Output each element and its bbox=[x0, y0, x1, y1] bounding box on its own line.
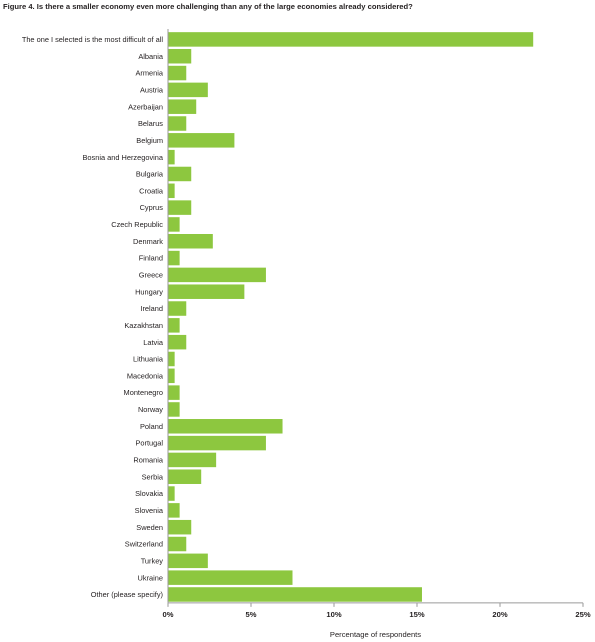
bar bbox=[168, 587, 422, 602]
x-tick-label: 5% bbox=[246, 610, 257, 619]
bar bbox=[168, 402, 180, 417]
bar bbox=[168, 334, 187, 350]
category-label: Portugal bbox=[135, 439, 163, 448]
bar bbox=[168, 435, 266, 451]
bar bbox=[168, 469, 202, 484]
category-label: Denmark bbox=[133, 237, 163, 246]
bar bbox=[168, 149, 175, 165]
category-label: Ireland bbox=[140, 304, 163, 313]
bar bbox=[168, 267, 266, 283]
bar bbox=[168, 519, 192, 535]
x-tick-label: 15% bbox=[409, 610, 424, 619]
category-label: Belarus bbox=[138, 119, 163, 128]
category-label: Bulgaria bbox=[136, 170, 164, 179]
bar bbox=[168, 250, 180, 266]
category-label: Slovakia bbox=[135, 489, 164, 498]
bar bbox=[168, 536, 187, 552]
category-label: Bosnia and Herzegovina bbox=[82, 153, 163, 162]
category-label: Czech Republic bbox=[111, 220, 163, 229]
bar bbox=[168, 32, 534, 47]
category-label: Cyprus bbox=[140, 203, 164, 212]
bar bbox=[168, 452, 217, 468]
category-label: Latvia bbox=[143, 338, 164, 347]
bar bbox=[168, 183, 175, 199]
bar bbox=[168, 570, 293, 585]
category-label: Slovenia bbox=[135, 506, 164, 515]
bar bbox=[168, 166, 192, 182]
bar bbox=[168, 234, 213, 249]
x-tick-label: 0% bbox=[163, 610, 174, 619]
bar bbox=[168, 301, 187, 316]
category-label: Greece bbox=[139, 270, 163, 279]
category-label: Sweden bbox=[136, 523, 163, 532]
category-label: Macedonia bbox=[127, 371, 164, 380]
category-label: Albania bbox=[138, 52, 164, 61]
x-tick-label: 20% bbox=[492, 610, 507, 619]
category-label: Finland bbox=[139, 254, 163, 263]
bar bbox=[168, 65, 187, 81]
category-label: Armenia bbox=[135, 69, 163, 78]
category-label: Switzerland bbox=[125, 540, 163, 549]
category-label: Croatia bbox=[139, 186, 164, 195]
category-label: Montenegro bbox=[124, 388, 163, 397]
bar bbox=[168, 99, 197, 114]
bar bbox=[168, 385, 180, 400]
category-label: Romania bbox=[133, 456, 163, 465]
bar bbox=[168, 217, 180, 232]
bar bbox=[168, 116, 187, 131]
x-axis-ticks: 0% 5% 10% 15% 20% 25% bbox=[163, 602, 591, 619]
bar bbox=[168, 368, 175, 384]
category-label: Austria bbox=[140, 85, 164, 94]
category-label: Hungary bbox=[135, 287, 163, 296]
bar bbox=[168, 503, 180, 518]
bar bbox=[168, 200, 192, 215]
bar bbox=[168, 133, 235, 148]
category-label: Lithuania bbox=[133, 355, 164, 364]
x-tick-label: 25% bbox=[575, 610, 590, 619]
category-label: Other (please specify) bbox=[91, 590, 163, 599]
category-label: Belgium bbox=[136, 136, 163, 145]
category-labels: The one I selected is the most difficult… bbox=[22, 35, 164, 599]
x-axis-title: Percentage of respondents bbox=[329, 630, 422, 639]
x-tick-label: 10% bbox=[326, 610, 341, 619]
bar bbox=[168, 82, 208, 98]
category-label: Azerbaijan bbox=[128, 102, 163, 111]
category-label: Ukraine bbox=[138, 573, 163, 582]
category-label: Poland bbox=[140, 422, 163, 431]
bars-group bbox=[168, 32, 534, 602]
chart-title: Figure 4. Is there a smaller economy eve… bbox=[3, 2, 413, 11]
bar bbox=[168, 486, 175, 501]
bar bbox=[168, 419, 283, 434]
category-label: Serbia bbox=[142, 472, 164, 481]
category-label: Norway bbox=[138, 405, 163, 414]
bar bbox=[168, 318, 180, 333]
category-label: The one I selected is the most difficult… bbox=[22, 35, 164, 44]
bar bbox=[168, 284, 245, 299]
bar bbox=[168, 351, 175, 367]
category-label: Turkey bbox=[141, 556, 164, 565]
bar bbox=[168, 553, 208, 569]
bar bbox=[168, 48, 192, 64]
category-label: Kazakhstan bbox=[124, 321, 163, 330]
